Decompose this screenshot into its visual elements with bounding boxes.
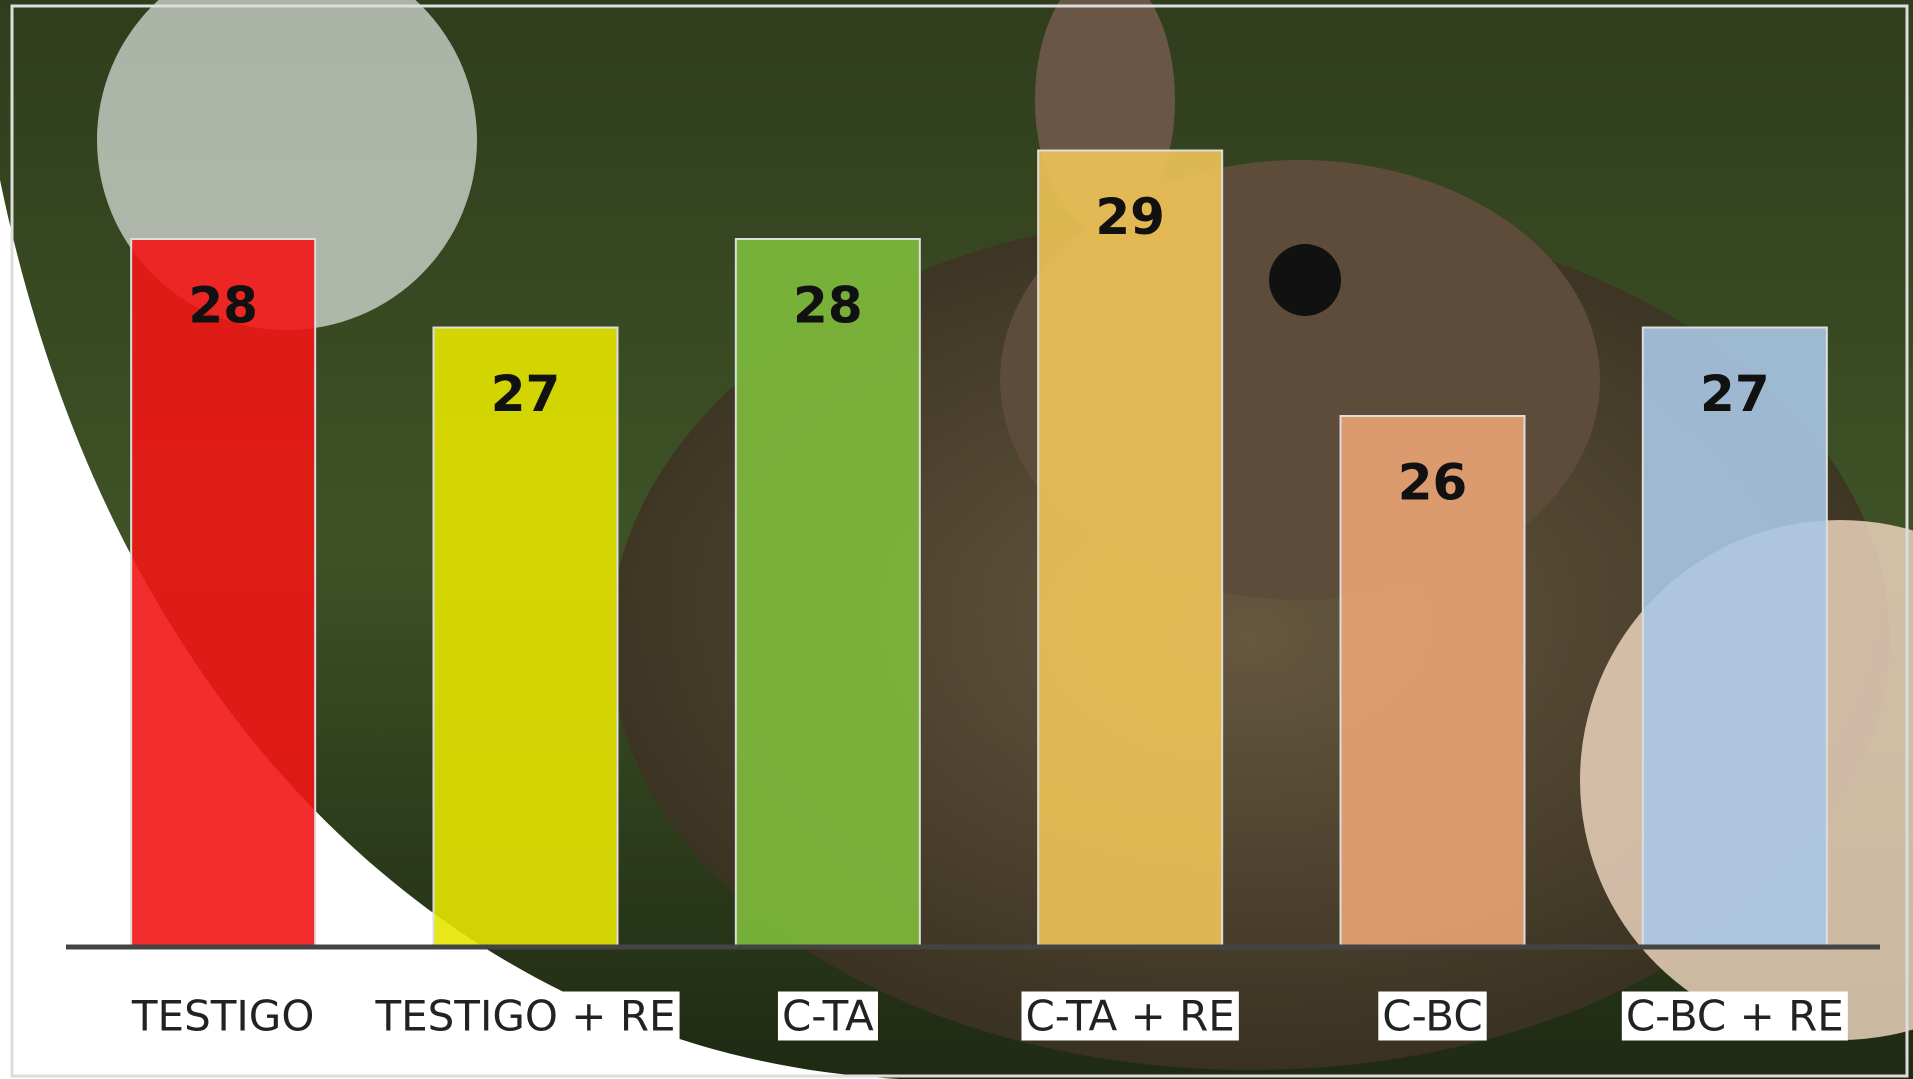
x-tick-label: C-BC xyxy=(1382,992,1482,1041)
value-label: 27 xyxy=(491,365,561,423)
value-label: 28 xyxy=(188,277,258,335)
value-label: 29 xyxy=(1095,188,1165,246)
bar xyxy=(736,239,920,947)
x-tick-label: C-BC + RE xyxy=(1626,992,1844,1041)
x-tick-label: C-TA + RE xyxy=(1025,992,1234,1041)
x-tick-label: C-TA xyxy=(782,992,874,1041)
value-label: 28 xyxy=(793,277,863,335)
bar xyxy=(1038,151,1222,948)
bar xyxy=(131,239,315,947)
x-tick-label: TESTIGO xyxy=(131,992,315,1041)
value-label: 27 xyxy=(1700,365,1770,423)
value-label: 26 xyxy=(1398,454,1468,512)
x-tick-label: TESTIGO + RE xyxy=(374,992,675,1041)
chart: 28 TESTIGO 27 TESTIGO + RE 28 C-TA 29 C-TA + RE… xyxy=(0,0,1913,1079)
